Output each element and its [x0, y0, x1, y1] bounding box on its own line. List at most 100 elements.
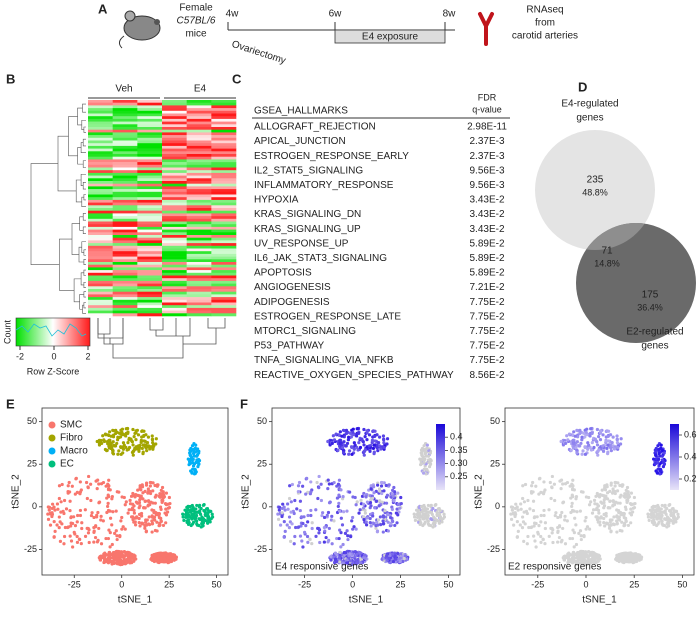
heatmap-cell: [186, 148, 212, 152]
cell-point: [363, 508, 367, 513]
heatmap-cell: [112, 118, 138, 122]
cell-point: [626, 523, 631, 528]
heatmap-cell: [162, 164, 187, 168]
cell-point: [375, 520, 379, 524]
cell-point: [539, 520, 543, 524]
cell-point: [528, 507, 532, 511]
week: 8w: [443, 9, 457, 20]
table-header: q-value: [472, 104, 502, 114]
cell-point: [601, 433, 605, 437]
cell-point: [104, 536, 108, 541]
cell-point: [106, 493, 110, 497]
cell-point: [422, 467, 426, 471]
cell-point: [138, 487, 142, 491]
cell-point: [119, 562, 123, 566]
heatmap-cell: [88, 199, 113, 203]
cell-point: [573, 434, 577, 438]
cell-point: [513, 511, 517, 515]
cell-point: [338, 430, 342, 434]
cell-point: [338, 441, 342, 446]
heatmap-cell: [211, 143, 237, 147]
subject: C57BL/6: [177, 16, 216, 27]
cell-point: [615, 438, 619, 442]
cell-point: [521, 484, 525, 488]
cell-point: [547, 534, 551, 538]
heatmap-cell: [186, 110, 212, 114]
cell-point: [629, 551, 633, 556]
heatmap-cell: [112, 121, 138, 125]
cell-point: [660, 514, 664, 518]
cell-point: [595, 427, 600, 432]
heatmap-cell: [88, 294, 113, 298]
cell-point: [563, 518, 567, 522]
heatmap-cell: [162, 218, 187, 222]
cell-point: [287, 526, 292, 530]
colorbar-tick-label: 0.6: [684, 429, 697, 439]
heatmap-cell: [88, 229, 113, 233]
cell-point: [592, 561, 596, 565]
heatmap-cell: [211, 229, 237, 233]
heatmap-cell: [162, 108, 187, 112]
cell-point: [563, 542, 568, 546]
heatmap-cell: [162, 299, 187, 303]
cell-point: [362, 443, 366, 447]
heatmap-cell: [137, 178, 163, 182]
cell-point: [602, 521, 606, 525]
panel-label: F: [240, 396, 248, 411]
heatmap-cell: [162, 294, 187, 298]
cell-point: [97, 501, 101, 505]
heatmap-cell: [162, 289, 187, 292]
cell-point: [145, 441, 150, 445]
cell-point: [580, 435, 584, 439]
cell-point: [136, 444, 140, 448]
heatmap-cell: [162, 127, 187, 130]
cell-point: [182, 518, 186, 522]
cell-point: [428, 523, 433, 528]
cell-point: [606, 450, 610, 454]
heatmap-cell: [211, 267, 237, 271]
heatmap-cell: [88, 305, 113, 309]
cell-point: [662, 523, 667, 528]
heatmap-cell: [112, 283, 138, 287]
cell-point: [341, 542, 345, 547]
dendrogram-branch: [80, 272, 84, 286]
heatmap-cell: [186, 291, 212, 295]
cell-point: [376, 518, 381, 522]
cell-point: [669, 513, 673, 518]
heatmap-cell: [162, 110, 187, 114]
heatmap-cell: [162, 248, 187, 252]
cell-point: [59, 510, 63, 514]
cell-point: [509, 517, 514, 521]
cell-point: [597, 495, 602, 499]
cell-point: [372, 450, 376, 454]
cell-point: [339, 531, 343, 535]
cell-point: [127, 508, 131, 512]
heatmap-cell: [112, 313, 138, 317]
cell-point: [63, 525, 67, 530]
cell-point: [380, 500, 384, 504]
cell-point: [362, 553, 367, 557]
panel-label: C: [232, 71, 242, 86]
cell-point: [590, 431, 594, 435]
heatmap-cell: [137, 143, 163, 147]
cell-point: [421, 471, 426, 475]
cell-point: [344, 431, 348, 436]
heatmap-cell: [162, 172, 187, 176]
heatmap-cell: [137, 197, 163, 201]
cell-point: [561, 482, 565, 486]
hallmark-name: ADIPOGENESIS: [254, 297, 330, 308]
heatmap-cell: [112, 105, 138, 109]
heatmap-cell: [211, 280, 237, 284]
heatmap-cell: [162, 226, 187, 230]
cell-point: [609, 446, 613, 450]
cell-point: [625, 485, 630, 490]
cell-point: [196, 465, 200, 469]
cell-point: [85, 496, 89, 501]
heatmap-cell: [162, 232, 187, 236]
cell-point: [663, 517, 667, 521]
cell-point: [57, 484, 62, 488]
heatmap-cell: [162, 186, 187, 190]
cell-point: [52, 505, 56, 509]
heatmap-cell: [162, 159, 187, 163]
cell-point: [114, 431, 118, 436]
